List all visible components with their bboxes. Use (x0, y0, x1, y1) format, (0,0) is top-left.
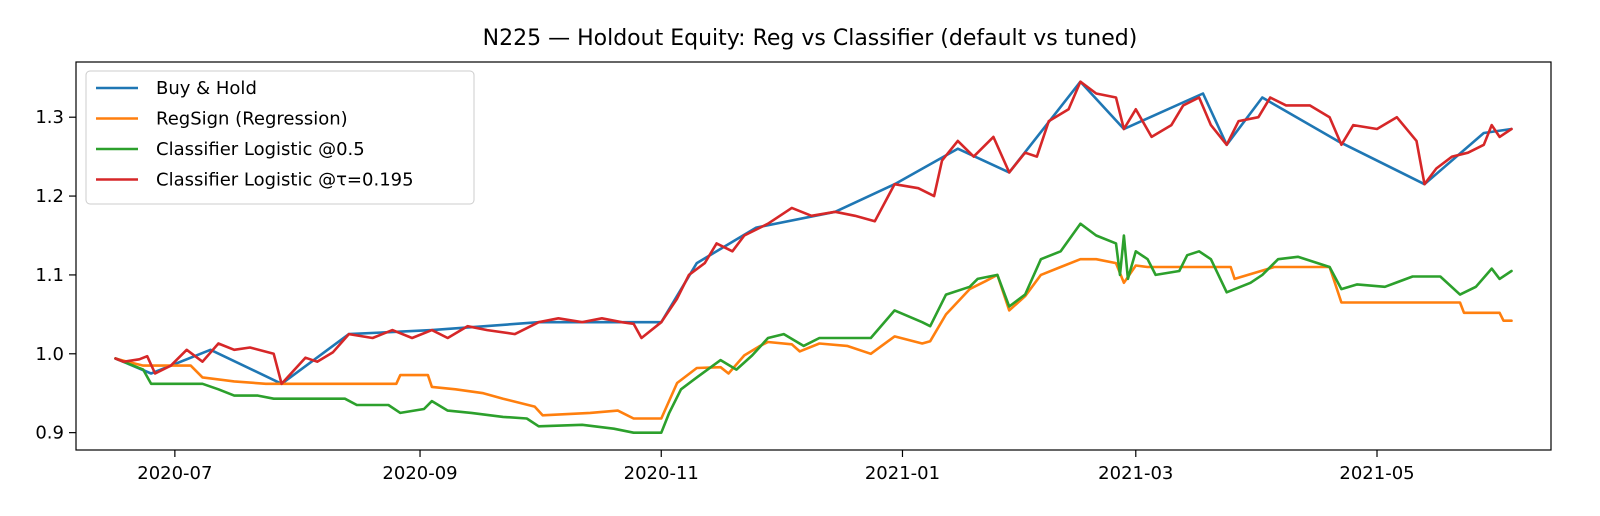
x-tick-label-1: 2020-09 (382, 463, 457, 484)
y-tick-label-4: 1.3 (35, 107, 64, 128)
legend-label-0: Buy & Hold (156, 78, 257, 99)
axes-layer: 2020-07 2020-09 2020-11 2021-01 2021-03 2021-… (35, 107, 1414, 484)
y-tick-label-2: 1.1 (35, 265, 64, 286)
plot-frame (75, 61, 1552, 451)
x-tick-label-2: 2020-11 (624, 463, 699, 484)
series-layer (114, 80, 1513, 435)
series-line-1 (114, 257, 1513, 420)
x-tick-label-5: 2021-05 (1339, 463, 1414, 484)
series-line-2 (114, 222, 1513, 435)
x-tick-label-0: 2020-07 (137, 463, 212, 484)
series-line-3 (114, 80, 1513, 386)
y-tick-label-0: 0.9 (35, 423, 64, 444)
legend-label-1: RegSign (Regression) (156, 109, 348, 130)
series-line-0 (114, 80, 1513, 386)
y-tick-label-3: 1.2 (35, 186, 64, 207)
y-tick-label-1: 1.0 (35, 344, 64, 365)
x-tick-label-3: 2021-01 (865, 463, 940, 484)
legend: Buy & Hold RegSign (Regression) Classifier… (85, 70, 475, 205)
x-tick-label-4: 2021-03 (1098, 463, 1173, 484)
legend-box (85, 70, 475, 205)
legend-label-2: Classifier Logistic @0.5 (156, 139, 365, 160)
chart-title: N225 — Holdout Equity: Reg vs Classifier… (483, 26, 1138, 51)
legend-label-3: Classifier Logistic @τ=0.195 (156, 170, 414, 191)
